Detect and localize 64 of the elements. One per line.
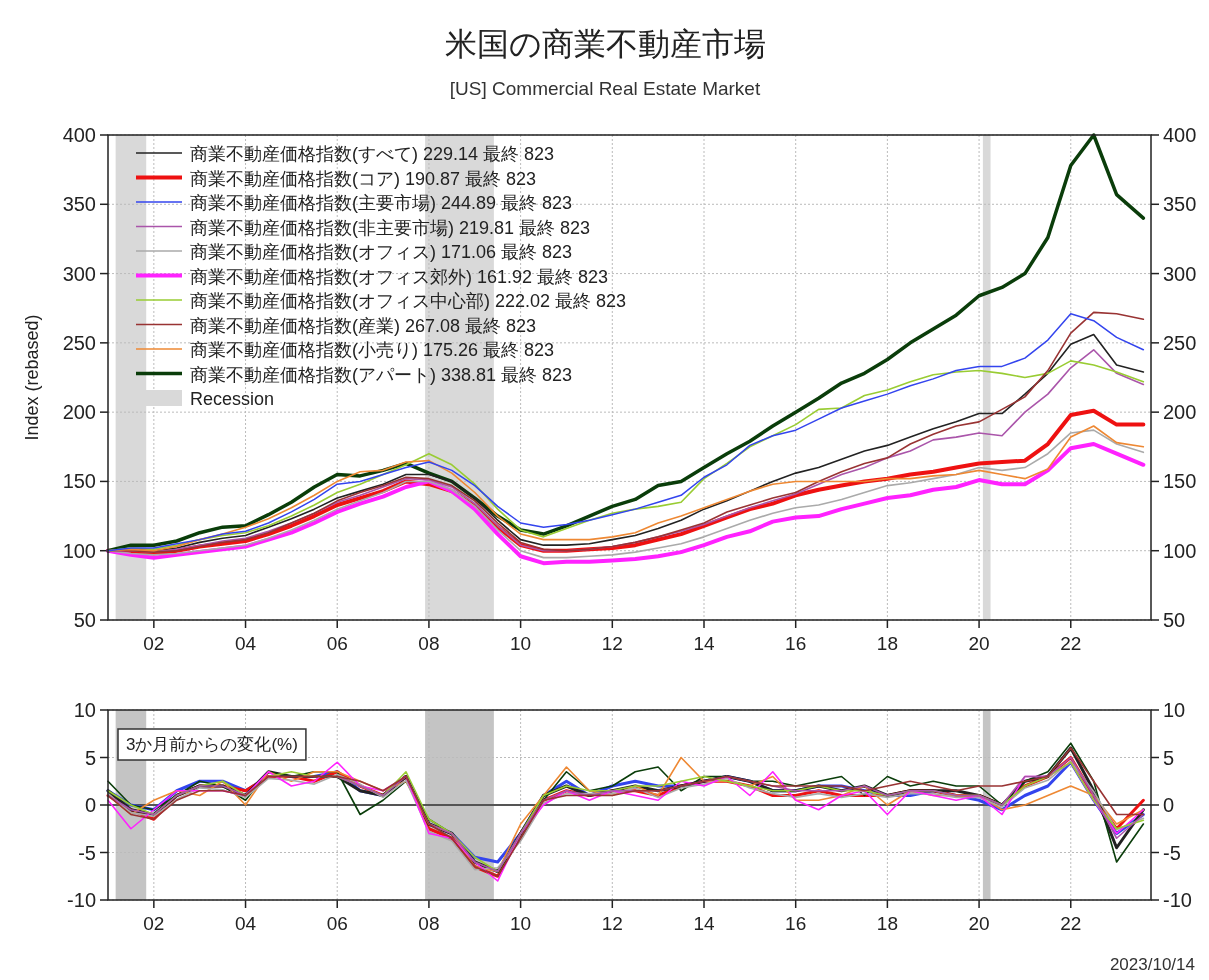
x-tick-label: 20	[968, 913, 990, 934]
y-tick-label: 0	[84, 794, 96, 816]
y2-tick-label: -10	[1163, 889, 1192, 911]
y2-tick-label: 400	[1163, 124, 1197, 146]
y-tick-label: 200	[62, 401, 96, 424]
x-tick-label: 22	[1060, 913, 1082, 934]
legend-label: 商業不動産価格指数(アパート) 338.81 最終 823	[190, 364, 573, 385]
x-tick-label: 14	[693, 913, 715, 934]
y-tick-label: 100	[62, 539, 96, 562]
y2-tick-label: 100	[1163, 539, 1197, 562]
y2-tick-label: 200	[1163, 401, 1197, 424]
x-tick-label: 04	[234, 633, 257, 654]
x-tick-label: 10	[510, 913, 532, 934]
x-tick-label: 06	[326, 633, 348, 654]
legend-label: 商業不動産価格指数(非主要市場) 219.81 最終 823	[190, 217, 591, 238]
y-tick-label: 10	[73, 699, 96, 721]
x-tick-label: 12	[601, 913, 623, 934]
legend-label: 商業不動産価格指数(コア) 190.87 最終 823	[190, 168, 537, 189]
y2-tick-label: 10	[1163, 699, 1186, 721]
x-tick-label: 02	[143, 913, 165, 934]
legend-label: 商業不動産価格指数(産業) 267.08 最終 823	[190, 315, 537, 336]
x-tick-label: 08	[418, 633, 440, 654]
x-tick-label: 08	[418, 913, 440, 934]
y-axis-title: Index (rebased)	[22, 314, 42, 441]
y-tick-label: 150	[62, 470, 96, 493]
y-tick-label: -10	[67, 889, 96, 911]
chart-subtitle: [US] Commercial Real Estate Market	[449, 78, 761, 99]
text: 2023/10/14	[1109, 955, 1195, 974]
y-tick-label: 250	[62, 331, 96, 354]
legend-label: 商業不動産価格指数(小売り) 175.26 最終 823	[190, 340, 555, 360]
y2-tick-label: 0	[1163, 794, 1175, 816]
y2-tick-label: 350	[1163, 193, 1197, 216]
y-tick-label: 350	[62, 193, 96, 216]
legend-label: 商業不動産価格指数(すべて) 229.14 最終 823	[190, 144, 555, 164]
annotation: 3か月前からの変化(%)	[126, 735, 298, 754]
legend-label: 商業不動産価格指数(主要市場) 244.89 最終 823	[190, 193, 573, 213]
y-tick-label: 5	[84, 746, 96, 769]
x-tick-label: 02	[143, 633, 165, 654]
x-tick-label: 16	[785, 913, 807, 934]
x-tick-label: 10	[510, 633, 532, 654]
x-tick-label: 20	[968, 633, 990, 654]
y2-tick-label: 150	[1163, 470, 1197, 493]
x-tick-label: 06	[326, 913, 348, 934]
y2-tick-label: 300	[1163, 262, 1197, 285]
legend-label: 商業不動産価格指数(オフィス中心部) 222.02 最終 823	[190, 291, 627, 311]
x-tick-label: 18	[876, 913, 898, 934]
legend-label: 商業不動産価格指数(オフィス) 171.06 最終 823	[190, 242, 573, 262]
y-tick-label: -5	[78, 841, 96, 864]
y2-tick-label: 50	[1163, 609, 1186, 631]
band-label: Recession	[190, 389, 275, 409]
x-tick-label: 14	[693, 633, 715, 654]
y2-tick-label: 250	[1163, 331, 1197, 354]
y2-tick-label: 5	[1163, 746, 1175, 769]
y-tick-label: 300	[62, 262, 96, 285]
x-tick-label: 04	[234, 913, 257, 934]
x-tick-label: 16	[785, 633, 807, 654]
x-tick-label: 12	[601, 633, 623, 654]
y2-tick-label: -5	[1163, 841, 1181, 864]
chart-title: 米国の商業不動産市場	[444, 26, 766, 62]
x-tick-label: 22	[1060, 633, 1082, 654]
legend-label: 商業不動産価格指数(オフィス郊外) 161.92 最終 823	[190, 266, 609, 287]
x-tick-label: 18	[876, 633, 898, 654]
y-tick-label: 400	[62, 124, 96, 146]
y-tick-label: 50	[73, 609, 96, 631]
